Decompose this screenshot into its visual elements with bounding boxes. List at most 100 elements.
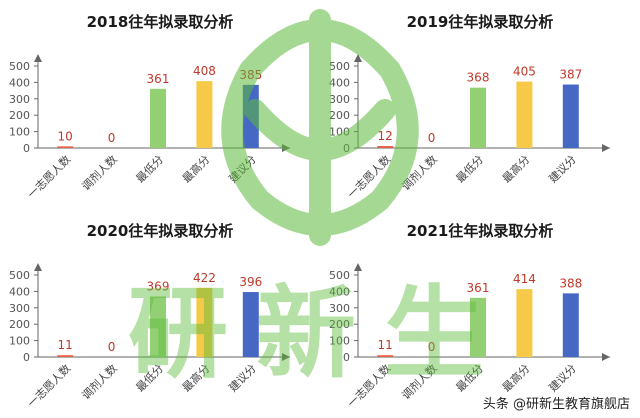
y-tick-label: 500	[9, 60, 30, 73]
y-tick-label: 0	[23, 142, 30, 155]
bar-1	[377, 355, 394, 357]
x-axis-arrow	[602, 353, 610, 361]
chart-title: 2020往年拟录取分析	[87, 222, 234, 240]
bar-3	[150, 88, 166, 148]
y-tick-label: 500	[329, 269, 350, 282]
x-category-label: 建议分	[546, 152, 579, 185]
chart-2021: 2021往年拟录取分析010020030040050011一志愿人数0调剂人数3…	[329, 222, 610, 410]
data-label: 369	[147, 279, 170, 293]
bar-4	[516, 289, 533, 357]
data-label: 12	[378, 129, 393, 143]
data-label: 11	[378, 338, 393, 352]
data-label: 0	[108, 131, 116, 145]
y-axis-arrow	[354, 54, 362, 62]
y-tick-label: 200	[9, 318, 30, 331]
x-category-label: 最高分	[499, 361, 532, 394]
y-tick-label: 400	[9, 285, 30, 298]
y-tick-label: 200	[9, 109, 30, 122]
y-tick-label: 0	[343, 142, 350, 155]
data-label: 0	[428, 131, 436, 145]
chart-title: 2019往年拟录取分析	[407, 13, 554, 31]
x-axis-arrow	[282, 353, 290, 361]
chart-panel-2020: 2020往年拟录取分析 0 100 200 300 400 500 11 一志愿人数 0 调剂人数 3…	[0, 209, 320, 418]
data-label: 388	[559, 276, 582, 290]
x-axis-arrow	[282, 144, 290, 152]
y-tick-label: 0	[343, 351, 350, 364]
data-label: 368	[467, 71, 490, 85]
data-label: 11	[58, 338, 73, 352]
x-category-label: 最低分	[134, 153, 167, 186]
y-tick-label: 200	[329, 318, 350, 331]
chart-2020: 2020往年拟录取分析010020030040050011一志愿人数0调剂人数3…	[9, 222, 290, 410]
y-tick-label: 300	[329, 302, 350, 315]
chart-title: 2021往年拟录取分析	[407, 222, 554, 240]
y-tick-label: 200	[329, 109, 350, 122]
y-tick-label: 100	[9, 335, 30, 348]
y-axis-arrow	[354, 263, 362, 271]
bar-3	[150, 296, 166, 357]
x-category-label: 建议分	[226, 152, 259, 185]
y-tick-label: 0	[23, 351, 30, 364]
x-category-label: 调剂人数	[399, 152, 440, 193]
data-label: 387	[559, 68, 582, 82]
y-tick-label: 100	[9, 126, 30, 139]
x-category-label: 最高分	[179, 361, 212, 394]
y-tick-label: 400	[9, 76, 30, 89]
x-category-label: 建议分	[546, 361, 579, 394]
x-category-label: 最高分	[499, 152, 532, 185]
data-label: 361	[467, 281, 490, 295]
y-tick-label: 500	[329, 60, 350, 73]
bar-1	[377, 146, 394, 148]
bar-4	[516, 81, 533, 148]
chart-2019: 2019往年拟录取分析010020030040050012一志愿人数0调剂人数3…	[329, 13, 610, 201]
bar-3	[470, 87, 486, 148]
y-tick-label: 300	[9, 93, 30, 106]
chart-panel-2018: 2018往年拟录取分析 0 100 200 300 400 500 10 一志愿人数 0 调剂人数 3…	[0, 0, 320, 209]
bar-3	[470, 297, 486, 357]
y-tick-label: 100	[329, 335, 350, 348]
bar-5	[242, 292, 259, 357]
bar-5	[242, 84, 259, 148]
x-category-label: 一志愿人数	[345, 362, 393, 410]
data-label: 361	[147, 72, 170, 86]
x-category-label: 一志愿人数	[345, 153, 393, 201]
y-axis-arrow	[34, 263, 42, 271]
data-label: 414	[513, 272, 536, 286]
y-tick-label: 300	[329, 93, 350, 106]
x-category-label: 建议分	[226, 361, 259, 394]
x-axis-arrow	[602, 144, 610, 152]
bar-5	[562, 293, 579, 357]
y-axis-arrow	[34, 54, 42, 62]
chart-panel-2021: 2021往年拟录取分析 0 100 200 300 400 500 11 一志愿人数 0 调剂人数 3…	[320, 209, 640, 418]
y-tick-label: 300	[9, 302, 30, 315]
x-category-label: 最低分	[454, 362, 487, 395]
data-label: 396	[239, 275, 262, 289]
bar-1	[57, 355, 74, 357]
data-label: 0	[428, 340, 436, 354]
x-category-label: 最高分	[179, 152, 212, 185]
data-label: 422	[193, 271, 216, 285]
data-label: 10	[58, 129, 73, 143]
x-category-label: 最低分	[454, 153, 487, 186]
x-category-label: 调剂人数	[79, 361, 120, 402]
chart-panel-2019: 2019往年拟录取分析 0 100 200 300 400 500 12 一志愿人数 0 调剂人数 3…	[320, 0, 640, 209]
x-category-label: 调剂人数	[79, 152, 120, 193]
y-tick-label: 400	[329, 76, 350, 89]
y-tick-label: 100	[329, 126, 350, 139]
bar-1	[57, 146, 74, 148]
chart-title: 2018往年拟录取分析	[87, 13, 234, 31]
data-label: 405	[513, 65, 536, 79]
data-label: 408	[193, 64, 216, 78]
bar-4	[196, 81, 213, 148]
y-tick-label: 400	[329, 285, 350, 298]
x-category-label: 一志愿人数	[25, 153, 73, 201]
chart-2018: 2018往年拟录取分析010020030040050010一志愿人数0调剂人数3…	[9, 13, 290, 201]
data-label: 0	[108, 340, 116, 354]
y-tick-label: 500	[9, 269, 30, 282]
data-label: 385	[239, 68, 262, 82]
x-category-label: 最低分	[134, 362, 167, 395]
bar-4	[196, 287, 213, 357]
x-category-label: 一志愿人数	[25, 362, 73, 410]
x-category-label: 调剂人数	[399, 361, 440, 402]
bar-5	[562, 84, 579, 148]
